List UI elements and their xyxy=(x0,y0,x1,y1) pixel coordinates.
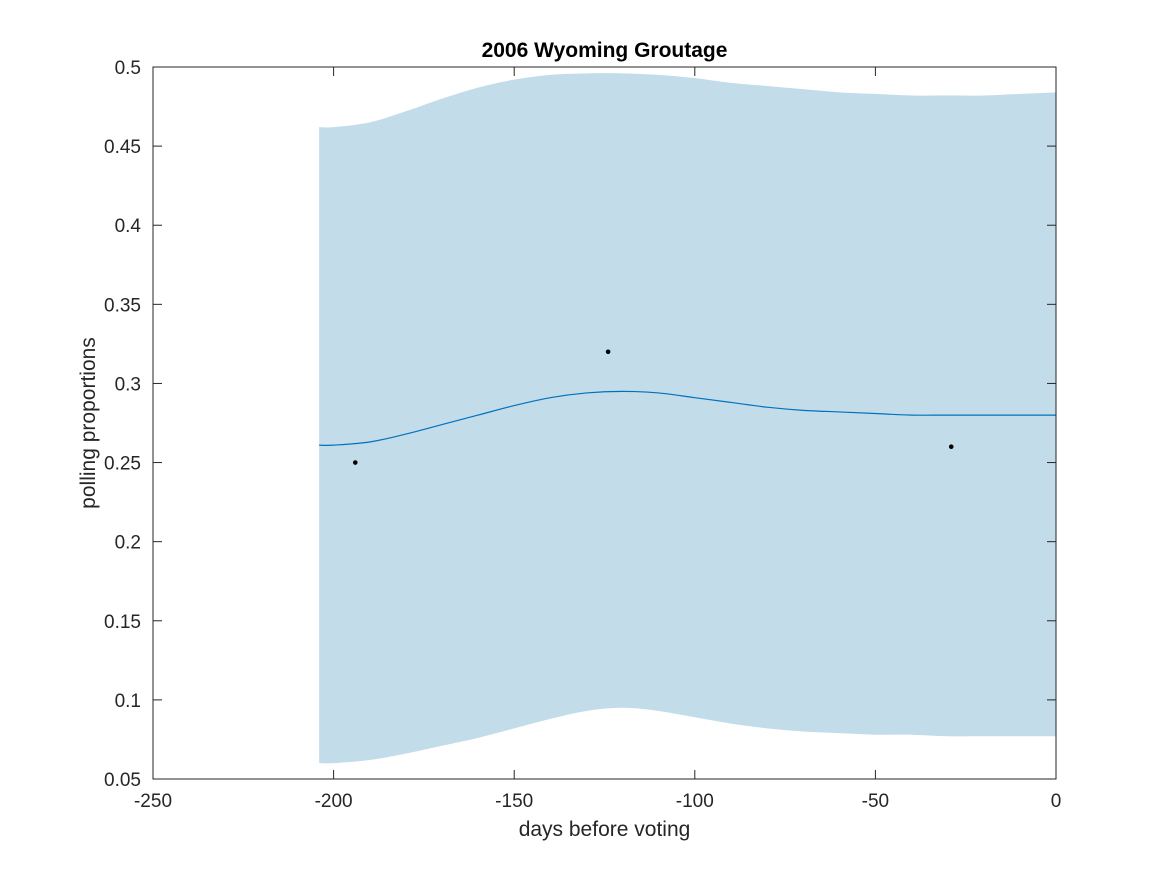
x-axis-label: days before voting xyxy=(519,818,691,841)
poll-points-layer xyxy=(352,349,954,465)
y-tick-label: 0.15 xyxy=(104,612,141,633)
x-tick-label: -100 xyxy=(676,791,714,812)
y-tick-label: 0.1 xyxy=(115,691,141,712)
mean-line-layer xyxy=(319,390,1056,446)
x-tick-label: -50 xyxy=(862,791,889,812)
y-tick-label: 0.35 xyxy=(104,295,141,316)
ticks-layer: -250 -200 -150 -100 -50 0 0.05 0.1 0.15 0.2 0.25 0.… xyxy=(104,58,1061,812)
y-axis-label: polling proportions xyxy=(77,337,100,509)
y-tick-label: 0.5 xyxy=(115,58,141,79)
y-tick-label: 0.4 xyxy=(115,216,142,237)
poll-point xyxy=(352,460,358,465)
x-tick-label: -200 xyxy=(315,791,353,812)
x-tick-label: -150 xyxy=(495,791,533,812)
confidence-band-layer xyxy=(319,73,1057,764)
axes-box xyxy=(152,66,1057,780)
poll-point xyxy=(605,349,611,355)
chart-title: 2006 Wyoming Groutage xyxy=(482,39,728,62)
x-tick-label: 0 xyxy=(1051,791,1062,812)
y-tick-label: 0.2 xyxy=(115,533,141,554)
y-tick-label: 0.05 xyxy=(104,770,141,791)
confidence-band xyxy=(319,73,1057,764)
y-tick-label: 0.45 xyxy=(104,137,141,158)
mean-line xyxy=(319,390,1056,446)
y-tick-label: 0.3 xyxy=(115,374,141,395)
x-tick-label: -250 xyxy=(134,791,172,812)
poll-point xyxy=(948,444,954,450)
y-tick-label: 0.25 xyxy=(104,454,141,475)
